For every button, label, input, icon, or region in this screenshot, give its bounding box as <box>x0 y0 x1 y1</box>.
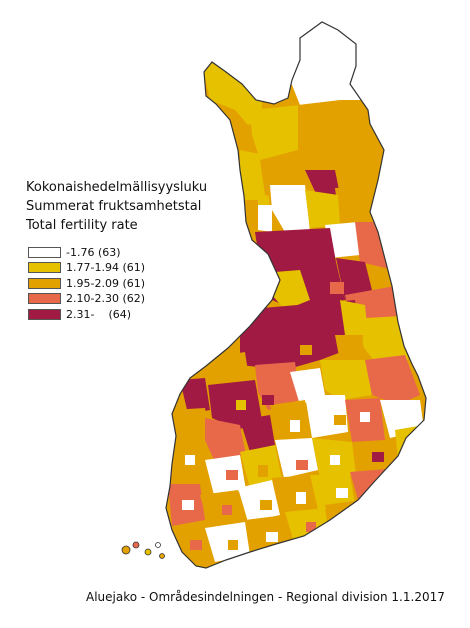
legend-swatch <box>28 246 61 258</box>
legend-item: 2.10-2.30 (62) <box>28 292 145 307</box>
legend-item: 1.95-2.09 (61) <box>28 276 145 291</box>
legend-label: 1.95-2.09 (61) <box>66 276 146 290</box>
legend-swatch <box>28 262 61 274</box>
archipelago-islands <box>121 541 165 559</box>
legend-label: -1.76 (63) <box>66 245 121 259</box>
title-line-finnish: Kokonaishedelmällisyysluku <box>26 180 208 195</box>
map-title: Kokonaishedelmällisyysluku Summerat fruk… <box>26 178 207 235</box>
municipality-regions <box>166 22 426 568</box>
title-line-swedish: Summerat fruktsamhetstal <box>26 199 202 214</box>
legend: -1.76 (63) 1.77-1.94 (61) 1.95-2.09 (61)… <box>28 245 145 323</box>
legend-swatch <box>28 277 61 289</box>
legend-swatch <box>28 308 61 320</box>
legend-swatch <box>28 293 61 305</box>
legend-item: -1.76 (63) <box>28 245 145 260</box>
legend-label: 1.77-1.94 (61) <box>66 261 146 275</box>
title-line-english: Total fertility rate <box>26 218 138 233</box>
finland-fertility-map <box>121 21 427 569</box>
legend-label: 2.31- (64) <box>66 307 132 321</box>
legend-item: 1.77-1.94 (61) <box>28 261 145 276</box>
regional-division-caption: Aluejako - Områdesindelningen - Regional… <box>86 590 445 604</box>
legend-label: 2.10-2.30 (62) <box>66 292 146 306</box>
legend-item: 2.31- (64) <box>28 307 145 322</box>
